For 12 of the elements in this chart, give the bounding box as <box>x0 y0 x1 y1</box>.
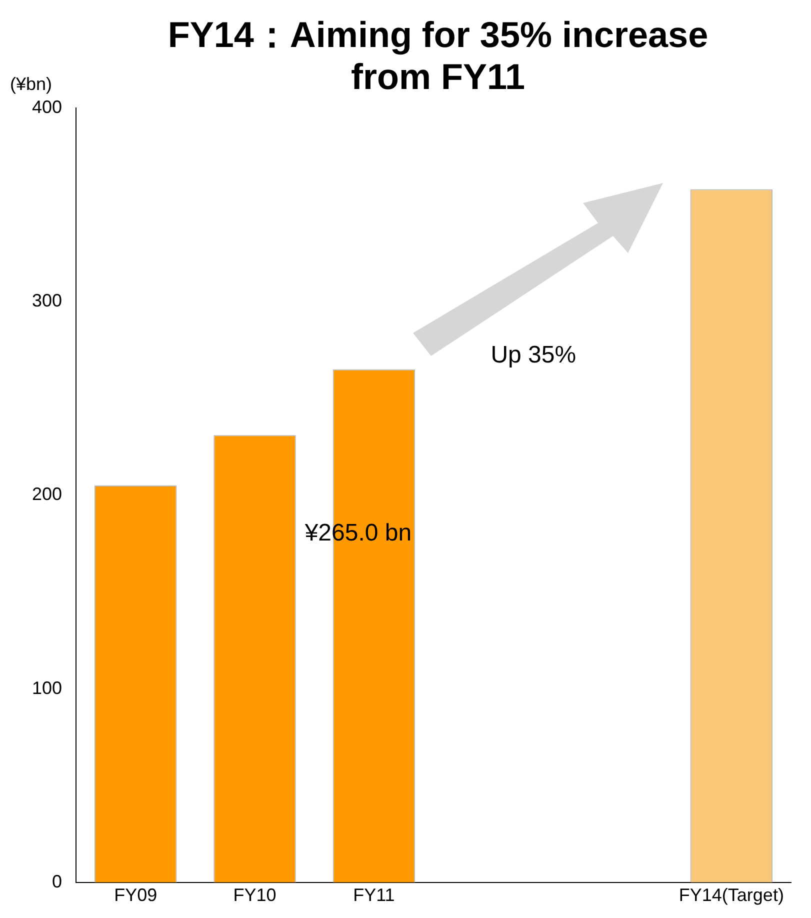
x-tick-label: FY09 <box>114 885 158 906</box>
y-tick-label: 300 <box>32 290 62 311</box>
y-tick-label: 400 <box>32 96 62 117</box>
annotation: Up 35% <box>490 341 576 368</box>
x-tick-label: FY10 <box>233 885 276 906</box>
chart-title: FY14：Aiming for 35% increase from FY11 <box>166 14 710 98</box>
y-axis-title: (¥bn) <box>10 74 52 94</box>
x-tick-label: FY11 <box>353 885 395 906</box>
y-tick-label: 200 <box>32 484 62 504</box>
y-tick-label: 100 <box>32 678 62 698</box>
y-tick-label: 0 <box>52 871 62 892</box>
x-tick-label: FY14(Target) <box>678 885 784 906</box>
